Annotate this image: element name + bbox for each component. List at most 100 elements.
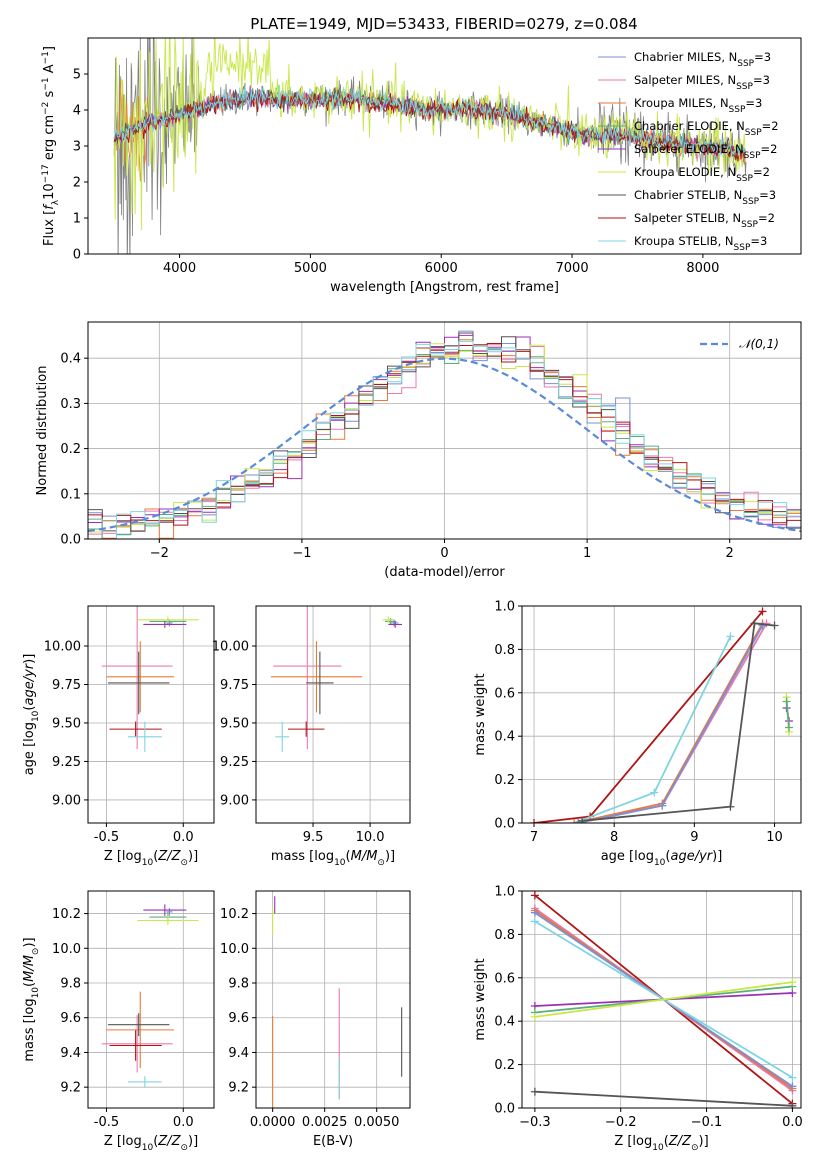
x-tick-label: 10 [766, 830, 783, 845]
x-tick-label: -0.5 [94, 830, 119, 845]
y-tick-label: 0.8 [494, 928, 515, 943]
y-tick-label: 9.50 [220, 716, 249, 731]
y-tick-label: 9.8 [228, 977, 249, 992]
error-cross [107, 651, 170, 715]
x-tick-label: 0.0 [173, 1115, 194, 1130]
weight-line [582, 622, 775, 822]
x-tick-label: 5000 [294, 261, 327, 276]
x-axis-label: (data-model)/error [384, 565, 505, 580]
error-cross [137, 616, 199, 624]
x-tick-label: 0 [440, 546, 448, 561]
axes-frame [87, 890, 215, 1109]
weight_vs_age-plot [522, 606, 801, 823]
x-tick-label: 7 [530, 830, 538, 845]
weight-marker [658, 801, 667, 810]
y-tick-label: 9.00 [52, 793, 81, 808]
residual-histogram [88, 332, 801, 532]
x-tick-label: 0.0025 [302, 1115, 348, 1130]
mass_vs_ebv-plot [256, 891, 410, 1108]
x-tick-label: −2 [150, 546, 169, 561]
error-cross [137, 915, 199, 926]
axes-frame [255, 890, 411, 1109]
x-tick-label: 9.5 [303, 830, 324, 845]
y-tick-label: 9.6 [60, 1011, 81, 1026]
y-tick-label: 10.0 [52, 942, 81, 957]
legend-label: Salpeter MILES, NSSP=3 [634, 73, 770, 92]
legend-label: Chabrier ELODIE, NSSP=2 [634, 119, 779, 138]
x-tick-label: 9 [690, 830, 698, 845]
spectrum-legend: Chabrier MILES, NSSP=3 Salpeter MILES, NS… [598, 50, 779, 253]
weight-marker [788, 1101, 797, 1108]
y-tick-label: 9.50 [52, 716, 81, 731]
weight_vs_age-axes: 7 8 9 10 0.0 0.2 0.4 0.6 0.8 1.0 age [log10(age/yr… [473, 600, 802, 868]
error-cross [143, 621, 187, 628]
y-tick-label: 9.8 [60, 977, 81, 992]
model-spectrum [113, 85, 746, 158]
y-tick-label: 9.00 [220, 793, 249, 808]
error-cross [270, 641, 363, 713]
error-cross [382, 616, 395, 624]
weight-marker [726, 632, 735, 641]
residuals-plot [88, 322, 801, 539]
y-tick-label: 0 [73, 248, 81, 263]
mass_vs_Z-plot [88, 891, 214, 1108]
y-tick-label: 0.2 [494, 1058, 515, 1073]
weight-marker [530, 917, 539, 926]
y-tick-label: 1.0 [494, 600, 515, 615]
weight-marker [788, 978, 797, 987]
y-tick-label: 1 [73, 212, 81, 227]
age_vs_mass-axes: 9.5 10.0 9.00 9.25 9.50 9.75 10.00 mass [log10(… [212, 605, 411, 868]
x-tick-label: 7000 [556, 261, 589, 276]
x-axis-label: wavelength [Angstrom, rest frame] [330, 280, 559, 295]
y-tick-label: 0.0 [60, 533, 81, 548]
weight-marker [530, 1087, 539, 1096]
spectrum-plot [113, 38, 747, 254]
weight-marker [578, 816, 587, 823]
error-cross [106, 641, 175, 713]
age_vs_Z-plot [88, 606, 214, 823]
y-tick-label: 9.25 [52, 755, 81, 770]
x-tick-label: 4000 [163, 261, 196, 276]
x-tick-label: −0.3 [519, 1115, 551, 1130]
x-tick-label: 1 [583, 546, 591, 561]
weight_vs_Z-plot [522, 891, 801, 1108]
y-tick-label: 10.2 [52, 907, 81, 922]
x-axis-label: age [log10(age/yr)] [601, 849, 723, 868]
y-tick-label: 10.00 [212, 640, 249, 655]
error-cross [106, 991, 175, 1069]
weight-marker [758, 607, 767, 616]
y-axis-label: mass weight [473, 958, 488, 1040]
mass_vs_ebv-axes: 0.0000 0.0025 0.0050 9.2 9.4 9.6 9.8 10.0 10.2 E(… [220, 890, 411, 1149]
error-cross [101, 1015, 173, 1073]
age_vs_Z-axes: -0.5 0.0 9.00 9.25 9.50 9.75 10.00 Z [log10(Z/Z… [22, 605, 215, 868]
weight-marker [530, 819, 539, 823]
error-cross [388, 621, 403, 628]
y-tick-label: 2 [73, 176, 81, 191]
y-tick-label: 9.2 [228, 1081, 249, 1096]
y-axis-label: Flux [fλ10−17 erg cm−2 s−1 A−1] [41, 46, 61, 246]
error-cross [166, 619, 173, 627]
x-tick-label: −1 [292, 546, 311, 561]
weight-marker [788, 1082, 797, 1091]
y-tick-label: 9.4 [60, 1046, 81, 1061]
error-cross [384, 618, 397, 625]
weight-line [577, 622, 768, 823]
error-cross [107, 1013, 170, 1037]
x-tick-label: 10.0 [356, 830, 385, 845]
y-tick-label: 0.8 [494, 643, 515, 658]
y-tick-label: 3 [73, 140, 81, 155]
x-tick-label: 0.0000 [250, 1115, 296, 1130]
y-tick-label: 5 [73, 68, 81, 83]
model-spectrum [113, 38, 746, 231]
y-tick-label: 10.00 [44, 640, 81, 655]
x-axis-label: Z [log10(Z/Z⊙)] [104, 849, 198, 868]
y-tick-label: 4 [73, 104, 81, 119]
residual-histogram [88, 334, 801, 526]
weight-marker [770, 621, 779, 630]
error-cross [166, 908, 173, 916]
axes-frame [87, 321, 802, 540]
y-axis-label: Normed distribution [35, 366, 50, 496]
residual-histogram [88, 340, 801, 539]
weight-line [533, 610, 764, 823]
normal-curve [88, 357, 801, 533]
